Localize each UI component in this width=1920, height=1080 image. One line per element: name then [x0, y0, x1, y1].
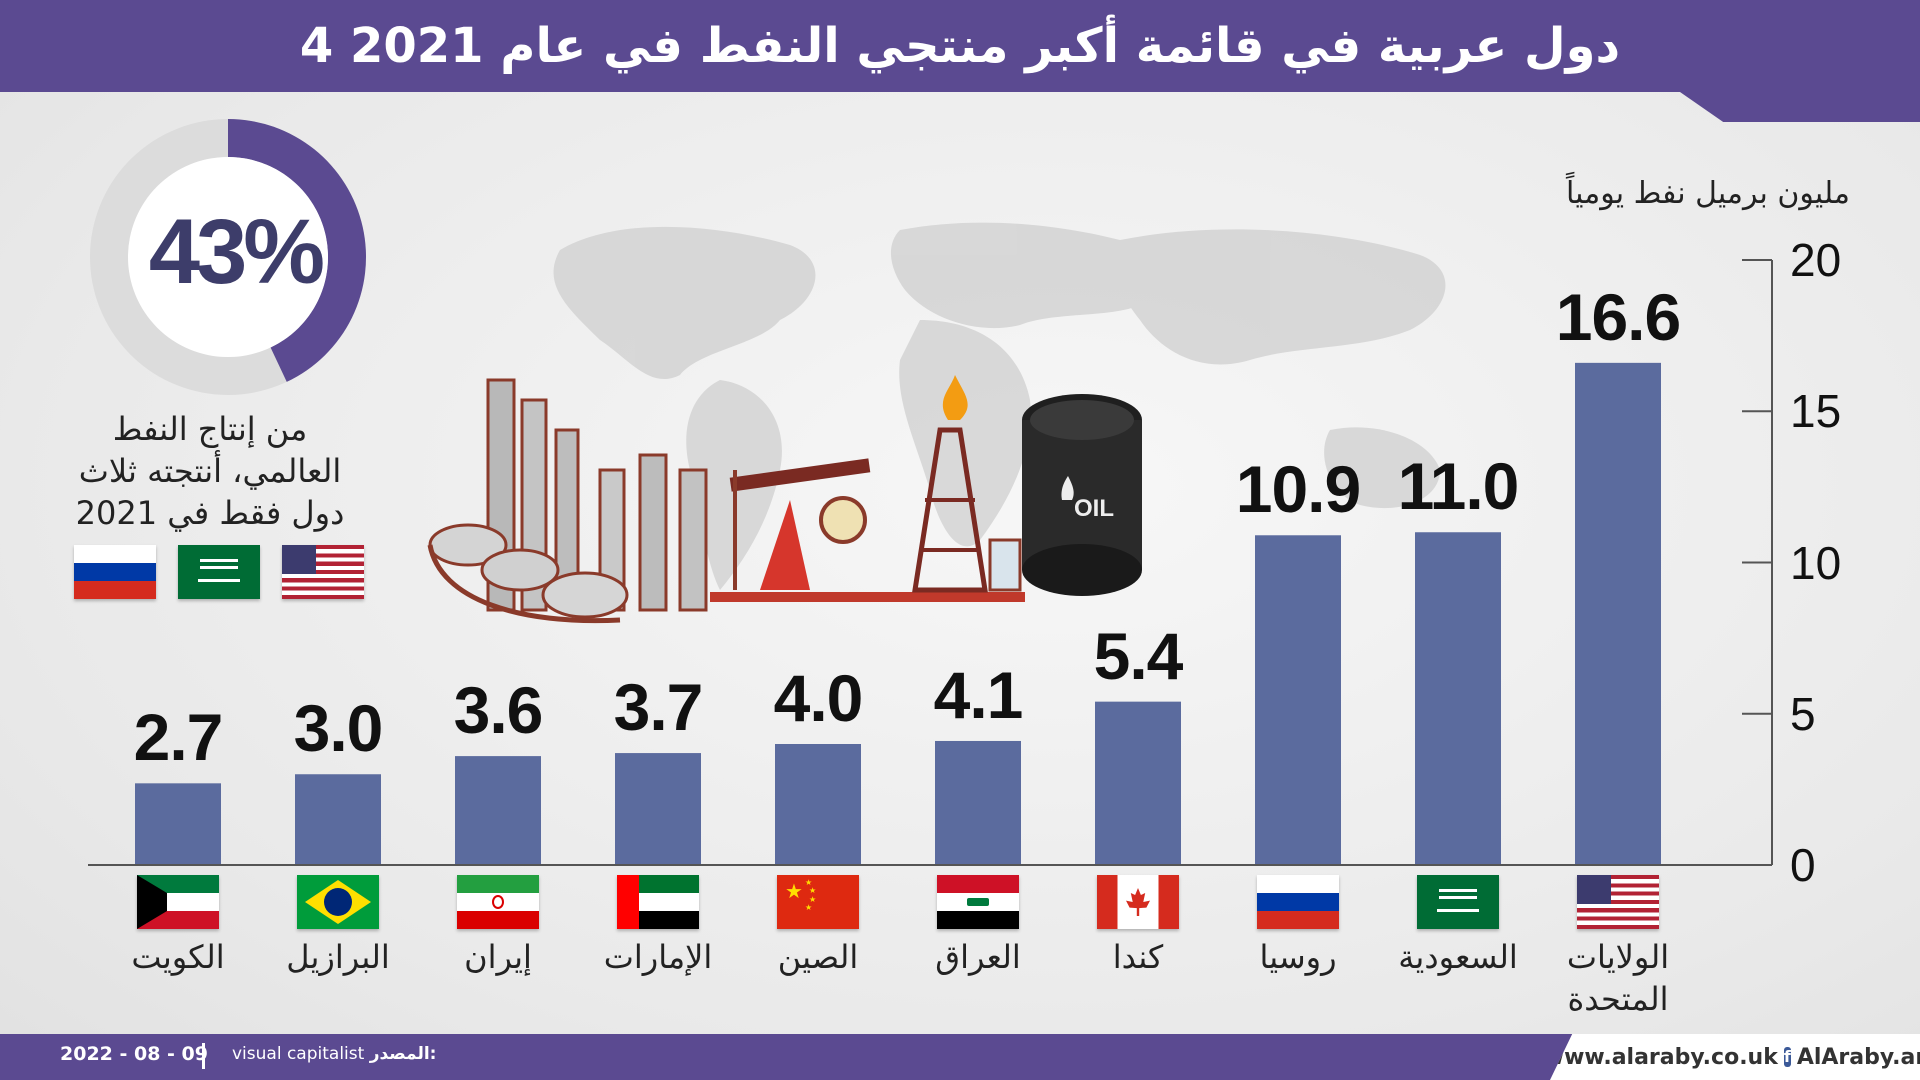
flag-canada-icon: [1097, 875, 1179, 929]
category-label: الولايات المتحدة: [1533, 936, 1703, 1020]
bar: [295, 774, 381, 865]
bar: [1415, 532, 1501, 865]
bar-value-label: 2.7: [133, 700, 224, 775]
category-label-line: الكويت: [131, 938, 225, 976]
category-label-line: السعودية: [1398, 938, 1518, 976]
flag-china-icon: ★ ★ ★ ★ ★: [777, 875, 859, 929]
flag-russia-icon: [74, 545, 156, 599]
flag-kuwait-icon: [137, 875, 219, 929]
flag-usa-icon: [1577, 875, 1659, 929]
y-tick-label: 5: [1790, 687, 1816, 740]
bar: [1095, 701, 1181, 865]
bar-value-label: 3.7: [613, 670, 704, 745]
category-label: البرازيل: [253, 936, 423, 978]
category-label-line: الولايات: [1566, 938, 1670, 976]
source-name: visual capitalist: [232, 1044, 365, 1064]
category-label-line: روسيا: [1259, 938, 1337, 976]
bar-value-label: 3.0: [293, 691, 384, 766]
category-label: الإمارات: [573, 936, 743, 978]
donut-center: [128, 157, 328, 357]
y-tick-label: 20: [1790, 234, 1842, 286]
share-caption-line: دول فقط في 2021: [75, 494, 345, 532]
flag-uae-icon: [617, 875, 699, 929]
y-axis-label: مليون برميل نفط يومياً: [1565, 176, 1850, 211]
site-url[interactable]: www.alaraby.co.uk: [1543, 1044, 1778, 1070]
bar: [135, 783, 221, 865]
bar-value-label: 16.6: [1555, 279, 1681, 354]
source-label: المصدر:: [369, 1044, 437, 1064]
bar: [935, 740, 1021, 865]
flag-iraq-icon: [937, 875, 1019, 929]
share-donut: [90, 119, 366, 395]
category-label-line: العراق: [935, 938, 1021, 976]
axes: [88, 259, 1773, 866]
share-caption-line: العالمي، أنتجته ثلاث: [78, 452, 342, 490]
category-label-line: الإمارات: [603, 938, 713, 976]
bar-value-label: 4.1: [933, 657, 1024, 732]
share-percent: 43%: [148, 201, 325, 303]
flag-iran-icon: [457, 875, 539, 929]
donut-share-segment: [228, 119, 366, 382]
site-badge[interactable]: www.alaraby.co.uk f AlAraby.ar: [1550, 1034, 1920, 1080]
category-label-line: كندا: [1112, 938, 1164, 976]
share-caption: من إنتاج النفط العالمي، أنتجته ثلاث دول …: [50, 408, 370, 534]
category-label: روسيا: [1213, 936, 1383, 978]
bar: [455, 756, 541, 865]
bar: [775, 744, 861, 865]
bar-value-label: 5.4: [1093, 618, 1184, 693]
category-label: السعودية: [1373, 936, 1543, 978]
footer-divider: [202, 1043, 205, 1069]
y-tick-label: 10: [1790, 536, 1842, 589]
bar-value-label: 3.6: [453, 673, 544, 748]
bar-value-label: 10.9: [1235, 452, 1361, 527]
flag-brazil-icon: [297, 875, 379, 929]
category-label-line: المتحدة: [1567, 980, 1669, 1018]
flag-saudi-arabia-icon: [1417, 875, 1499, 929]
pumpjack-illustration: [710, 375, 1025, 602]
bar: [1255, 535, 1341, 865]
bar: [615, 753, 701, 865]
y-tick-label: 15: [1790, 385, 1842, 438]
flag-saudi-arabia-icon: [178, 545, 260, 599]
bar: [1575, 362, 1661, 865]
y-tick-label: 0: [1790, 839, 1816, 891]
category-label: الصين: [733, 936, 903, 978]
category-label-line: الصين: [777, 938, 859, 976]
barrel-label: OIL: [1074, 495, 1114, 522]
category-label: العراق: [893, 936, 1063, 978]
category-label: الكويت: [93, 936, 263, 978]
refinery-illustration: [427, 378, 708, 624]
category-label-line: البرازيل: [286, 938, 390, 976]
share-caption-line: من إنتاج النفط: [112, 410, 308, 448]
category-label: كندا: [1053, 936, 1223, 978]
flag-russia-icon: [1257, 875, 1339, 929]
flag-usa-icon: [282, 545, 364, 599]
oil-barrel-illustration: OIL: [1022, 394, 1142, 596]
facebook-icon[interactable]: f: [1783, 1047, 1791, 1067]
page-title: 4 دول عربية في قائمة أكبر منتجي النفط في…: [299, 18, 1621, 74]
bars: [135, 362, 1661, 865]
source-credit: visual capitalist المصدر:: [232, 1044, 436, 1064]
publish-date: 2022 - 08 - 09: [60, 1043, 208, 1065]
header-tail: [1680, 92, 1920, 122]
bar-value-label: 4.0: [773, 661, 864, 735]
header-bar: [0, 0, 1920, 92]
social-handle[interactable]: AlAraby.ar: [1796, 1044, 1920, 1070]
bar-value-label: 11.0: [1397, 449, 1520, 524]
category-label: إيران: [413, 936, 583, 978]
category-label-line: إيران: [464, 938, 532, 976]
